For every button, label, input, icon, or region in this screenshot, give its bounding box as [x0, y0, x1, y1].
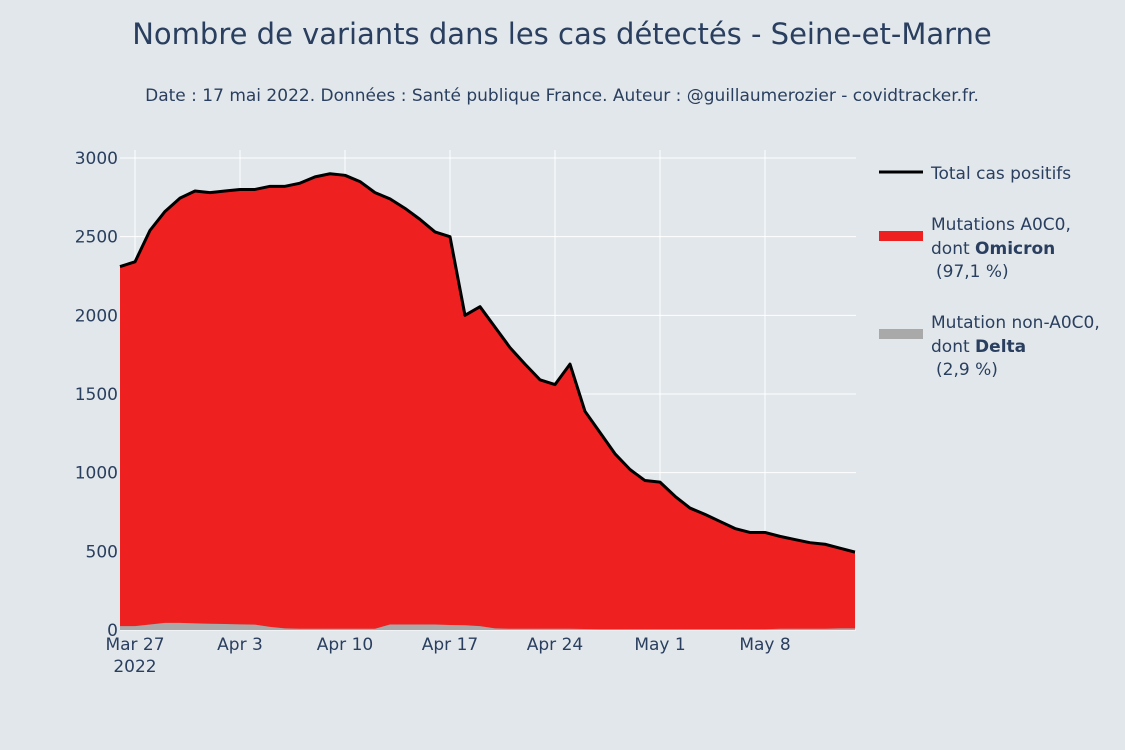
- x-tick-label: Apr 3: [217, 635, 263, 655]
- x-tick-sublabel: 2022: [113, 657, 156, 677]
- y-tick-label: 3000: [75, 149, 118, 169]
- legend-swatch-delta: [879, 329, 923, 339]
- y-tick-label: 2500: [75, 228, 118, 248]
- legend-swatch-omicron: [879, 231, 923, 241]
- legend-label-omicron-line2: dont Omicron: [931, 239, 1055, 259]
- y-tick-label: 1500: [75, 385, 118, 405]
- y-tick-label: 500: [86, 542, 118, 562]
- legend[interactable]: Total cas positifs Mutations A0C0, dont …: [879, 164, 1100, 380]
- legend-label-omicron-share: (97,1 %): [936, 262, 1009, 282]
- y-tick-label: 2000: [75, 306, 118, 326]
- legend-label-omicron-line1: Mutations A0C0,: [931, 215, 1071, 235]
- legend-item-delta[interactable]: Mutation non-A0C0, dont Delta (2,9 %): [879, 313, 1100, 380]
- legend-item-omicron[interactable]: Mutations A0C0, dont Omicron (97,1 %): [879, 215, 1071, 282]
- y-axis: 0 500 1000 1500 2000 2500 3000: [75, 149, 118, 641]
- omicron-area: [120, 173, 855, 630]
- y-tick-label: 1000: [75, 464, 118, 484]
- legend-label-delta-line2: dont Delta: [931, 337, 1026, 357]
- delta-area: [120, 622, 855, 630]
- x-tick-label: May 1: [634, 635, 685, 655]
- x-tick-label: May 8: [739, 635, 790, 655]
- x-tick-label: Apr 17: [422, 635, 478, 655]
- legend-label-delta-share: (2,9 %): [936, 360, 998, 380]
- legend-item-total[interactable]: Total cas positifs: [879, 164, 1071, 184]
- y-tick-label: 0: [107, 621, 118, 641]
- legend-label-delta-line1: Mutation non-A0C0,: [931, 313, 1100, 333]
- x-tick-label: Apr 10: [317, 635, 373, 655]
- x-tick-label: Apr 24: [527, 635, 583, 655]
- x-tick-label: Mar 27: [105, 635, 164, 655]
- total-line: [119, 172, 856, 554]
- legend-label-total: Total cas positifs: [930, 164, 1071, 184]
- chart-subtitle: Date : 17 mai 2022. Données : Santé publ…: [145, 86, 979, 106]
- chart-title: Nombre de variants dans les cas détectés…: [132, 17, 992, 51]
- plot-areas: [119, 172, 856, 630]
